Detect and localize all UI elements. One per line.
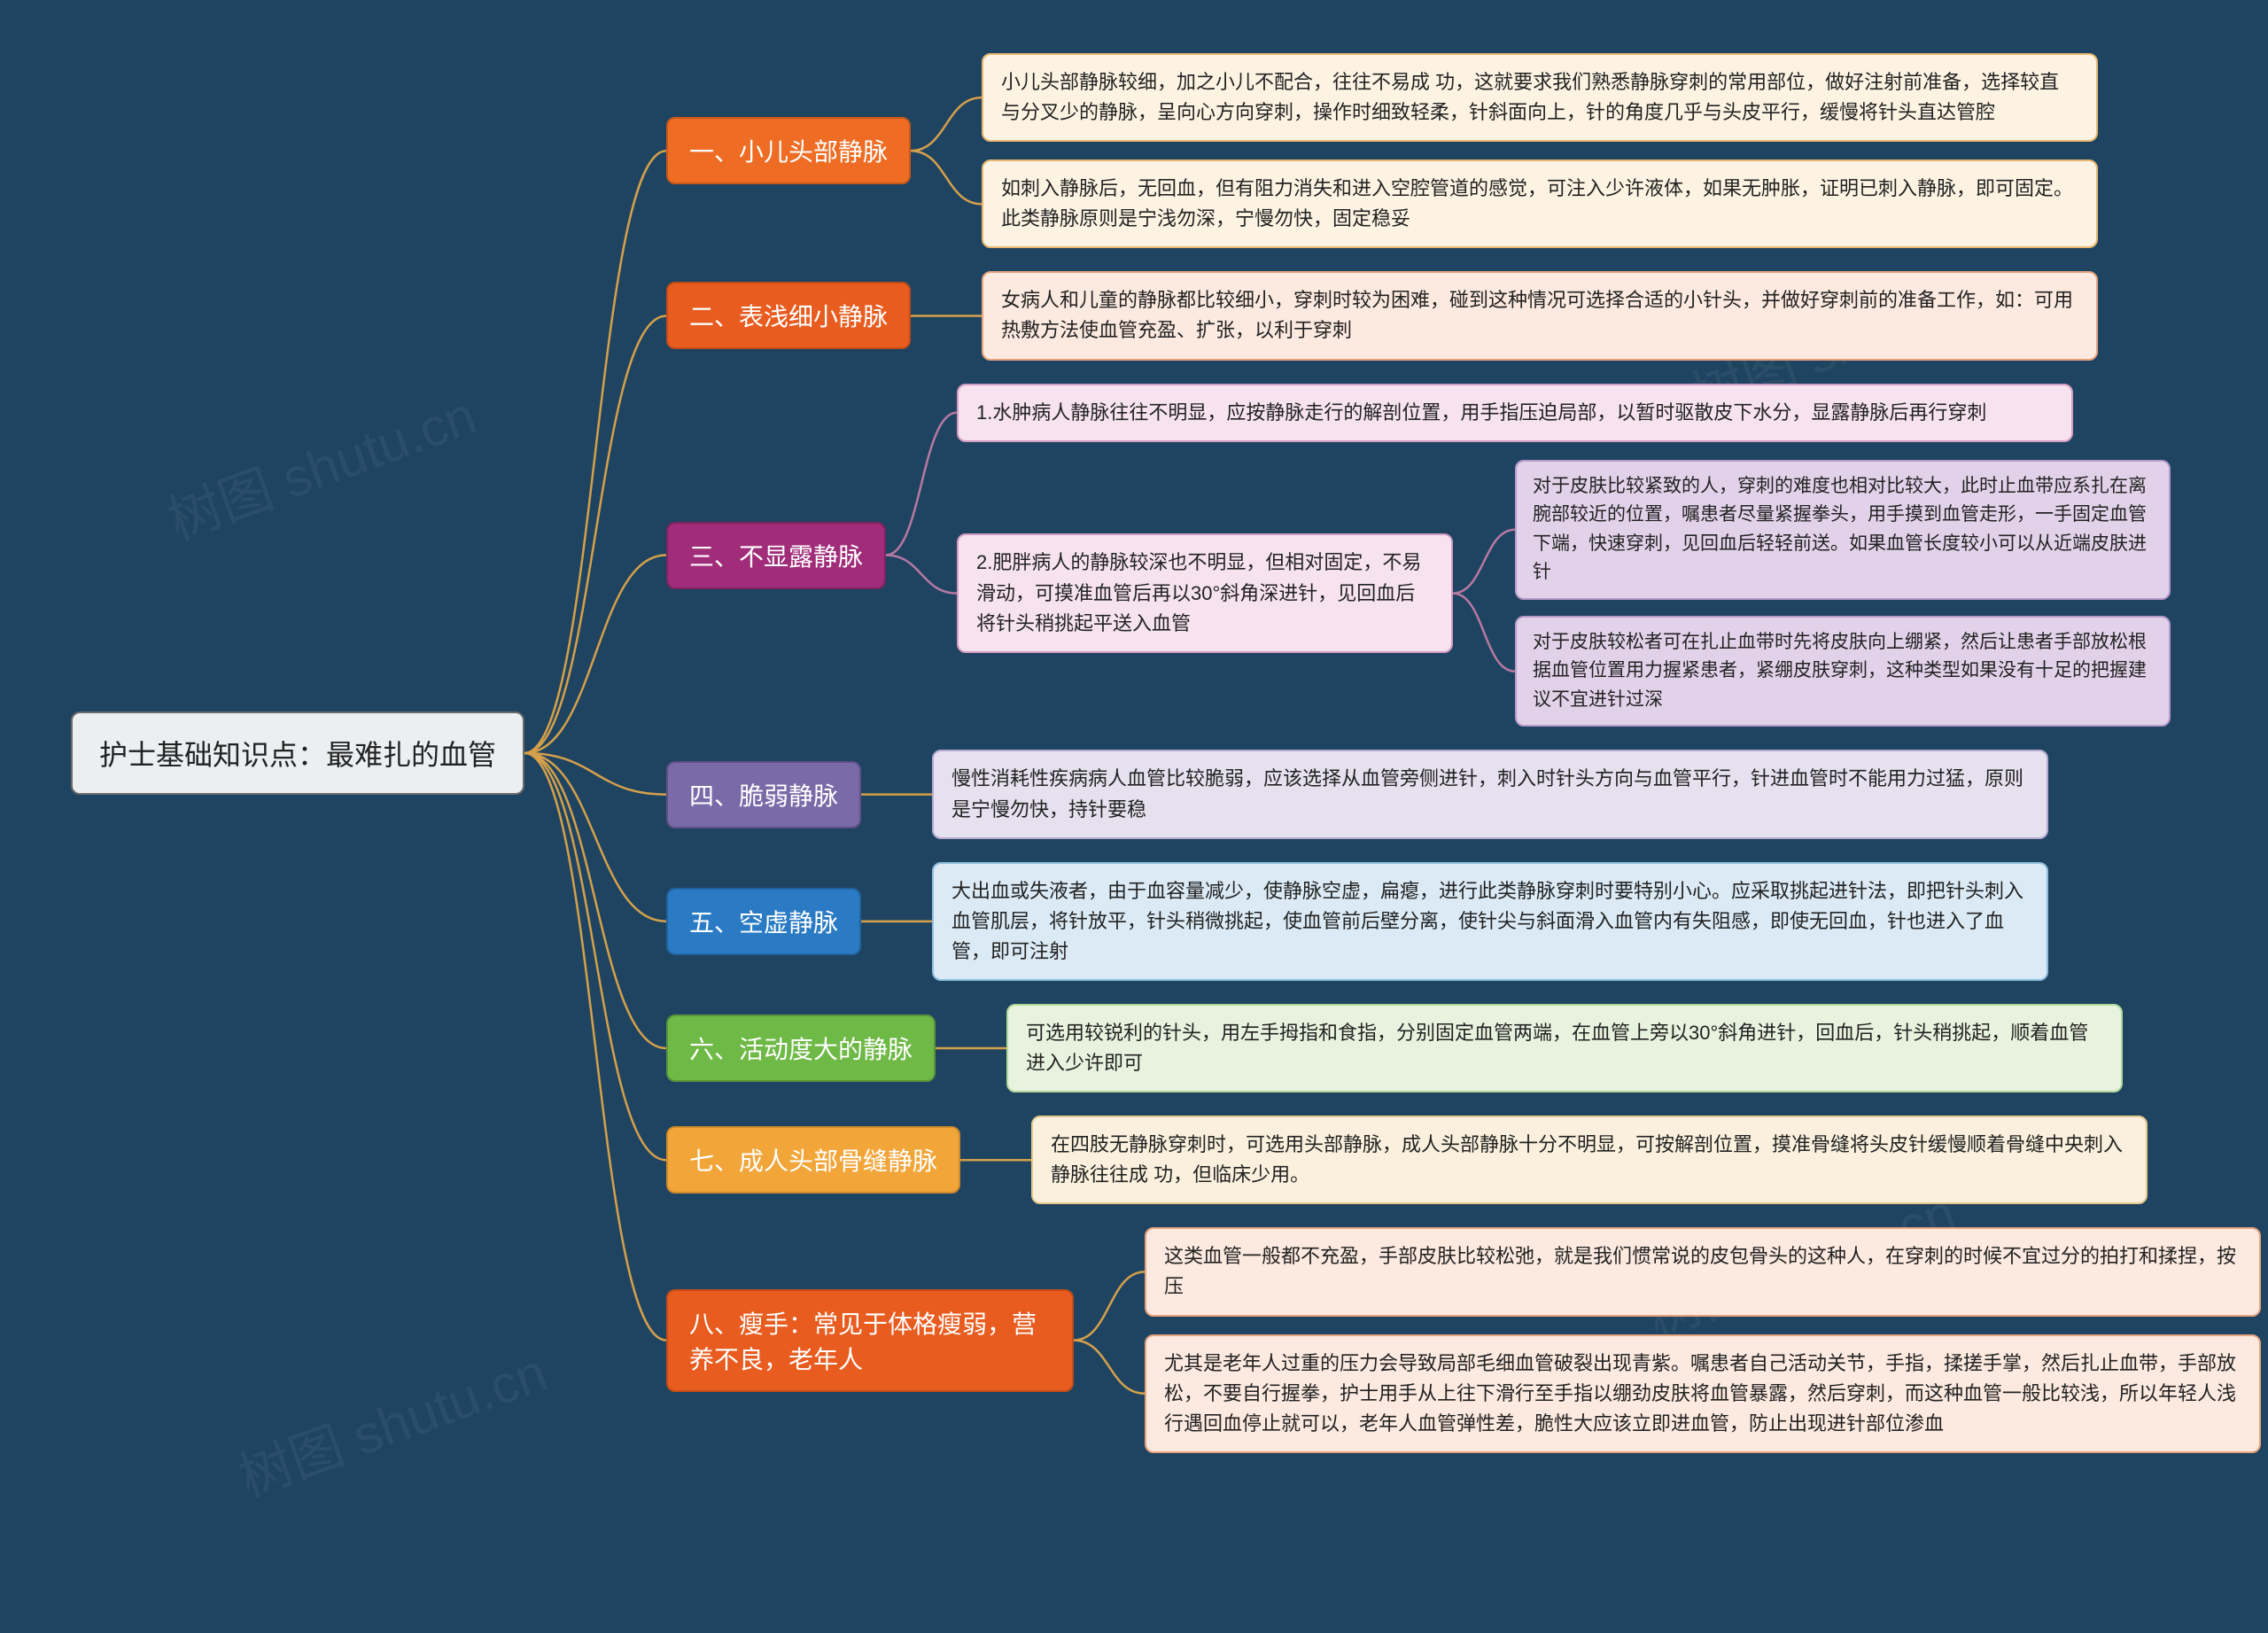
level1-node: 一、小儿头部静脉 — [666, 117, 911, 184]
subleaf-node: 对于皮肤比较紧致的人，穿刺的难度也相对比较大，此时止血带应系扎在离腕部较近的位置… — [1515, 460, 2171, 600]
level1-node: 二、表浅细小静脉 — [666, 282, 911, 349]
leaves-container: 女病人和儿童的静脉都比较细小，穿刺时较为困难，碰到这种情况可选择合适的小针头，并… — [982, 271, 2098, 360]
branch: 八、瘦手：常见于体格瘦弱，营养不良，老年人这类血管一般都不充盈，手部皮肤比较松弛… — [666, 1227, 2261, 1452]
level1-node: 七、成人头部骨缝静脉 — [666, 1126, 960, 1194]
root-node: 护士基础知识点：最难扎的血管 — [71, 712, 524, 795]
leaf-node: 小儿头部静脉较细，加之小儿不配合，往往不易成 功，这就要求我们熟悉静脉穿刺的常用… — [982, 53, 2098, 142]
level1-node: 三、不显露静脉 — [666, 522, 886, 589]
leaves-container: 大出血或失液者，由于血容量减少，使静脉空虚，扁瘪，进行此类静脉穿刺时要特别小心。… — [932, 862, 2048, 981]
branch: 五、空虚静脉 大出血或失液者，由于血容量减少，使静脉空虚，扁瘪，进行此类静脉穿刺时… — [666, 862, 2261, 981]
leaf-node: 尤其是老年人过重的压力会导致局部毛细血管破裂出现青紫。嘱患者自己活动关节，手指，… — [1145, 1334, 2261, 1453]
leaves-container: 在四肢无静脉穿刺时，可选用头部静脉，成人头部静脉十分不明显，可按解剖位置，摸准骨… — [1031, 1116, 2148, 1204]
subgroup: 2.肥胖病人的静脉较深也不明显，但相对固定，不易滑动，可摸准血管后再以30°斜角… — [957, 460, 2171, 727]
branch: 二、表浅细小静脉 女病人和儿童的静脉都比较细小，穿刺时较为困难，碰到这种情况可选择… — [666, 271, 2261, 360]
subleaf-node: 对于皮肤较松者可在扎止血带时先将皮肤向上绷紧，然后让患者手部放松根据血管位置用力… — [1515, 616, 2171, 727]
leaves-container: 1.水肿病人静脉往往不明显，应按静脉走行的解剖位置，用手指压迫局部，以暂时驱散皮… — [957, 384, 2171, 727]
level1-node: 四、脆弱静脉 — [666, 761, 861, 828]
leaf-node: 可选用较锐利的针头，用左手拇指和食指，分别固定血管两端，在血管上旁以30°斜角进… — [1006, 1004, 2123, 1093]
leaf-node: 2.肥胖病人的静脉较深也不明显，但相对固定，不易滑动，可摸准血管后再以30°斜角… — [957, 533, 1453, 652]
branch: 七、成人头部骨缝静脉 在四肢无静脉穿刺时，可选用头部静脉，成人头部静脉十分不明显，… — [666, 1116, 2261, 1204]
branch: 四、脆弱静脉 慢性消耗性疾病病人血管比较脆弱，应该选择从血管旁侧进针，刺入时针头方… — [666, 750, 2261, 838]
leaves-container: 慢性消耗性疾病病人血管比较脆弱，应该选择从血管旁侧进针，刺入时针头方向与血管平行… — [932, 750, 2048, 838]
leaves-container: 这类血管一般都不充盈，手部皮肤比较松弛，就是我们惯常说的皮包骨头的这种人，在穿刺… — [1145, 1227, 2261, 1452]
leaves-container: 小儿头部静脉较细，加之小儿不配合，往往不易成 功，这就要求我们熟悉静脉穿刺的常用… — [982, 53, 2098, 248]
branch: 一、小儿头部静脉 小儿头部静脉较细，加之小儿不配合，往往不易成 功，这就要求我们熟… — [666, 53, 2261, 248]
level1-node: 六、活动度大的静脉 — [666, 1015, 936, 1082]
leaf-node: 慢性消耗性疾病病人血管比较脆弱，应该选择从血管旁侧进针，刺入时针头方向与血管平行… — [932, 750, 2048, 838]
branch: 三、不显露静脉 1.水肿病人静脉往往不明显，应按静脉走行的解剖位置，用手指压迫局部… — [666, 384, 2261, 727]
level1-column: 一、小儿头部静脉 小儿头部静脉较细，加之小儿不配合，往往不易成 功，这就要求我们熟… — [666, 53, 2261, 1453]
leaves-container: 可选用较锐利的针头，用左手拇指和食指，分别固定血管两端，在血管上旁以30°斜角进… — [1006, 1004, 2123, 1093]
leaf-node: 如刺入静脉后，无回血，但有阻力消失和进入空腔管道的感觉，可注入少许液体，如果无肿… — [982, 159, 2098, 248]
leaf-node: 1.水肿病人静脉往往不明显，应按静脉走行的解剖位置，用手指压迫局部，以暂时驱散皮… — [957, 384, 2073, 442]
mindmap-root-container: 护士基础知识点：最难扎的血管 一、小儿头部静脉 小儿头部静脉较细，加之小儿不配合，… — [71, 53, 2261, 1453]
branch: 六、活动度大的静脉 可选用较锐利的针头，用左手拇指和食指，分别固定血管两端，在血管… — [666, 1004, 2261, 1093]
leaf-node: 在四肢无静脉穿刺时，可选用头部静脉，成人头部静脉十分不明显，可按解剖位置，摸准骨… — [1031, 1116, 2148, 1204]
level1-node: 八、瘦手：常见于体格瘦弱，营养不良，老年人 — [666, 1289, 1074, 1392]
leaf-node: 女病人和儿童的静脉都比较细小，穿刺时较为困难，碰到这种情况可选择合适的小针头，并… — [982, 271, 2098, 360]
leaf-node: 这类血管一般都不充盈，手部皮肤比较松弛，就是我们惯常说的皮包骨头的这种人，在穿刺… — [1145, 1227, 2261, 1316]
leaf-node: 大出血或失液者，由于血容量减少，使静脉空虚，扁瘪，进行此类静脉穿刺时要特别小心。… — [932, 862, 2048, 981]
level1-node: 五、空虚静脉 — [666, 888, 861, 955]
subleaves-container: 对于皮肤比较紧致的人，穿刺的难度也相对比较大，此时止血带应系扎在离腕部较近的位置… — [1515, 460, 2171, 727]
